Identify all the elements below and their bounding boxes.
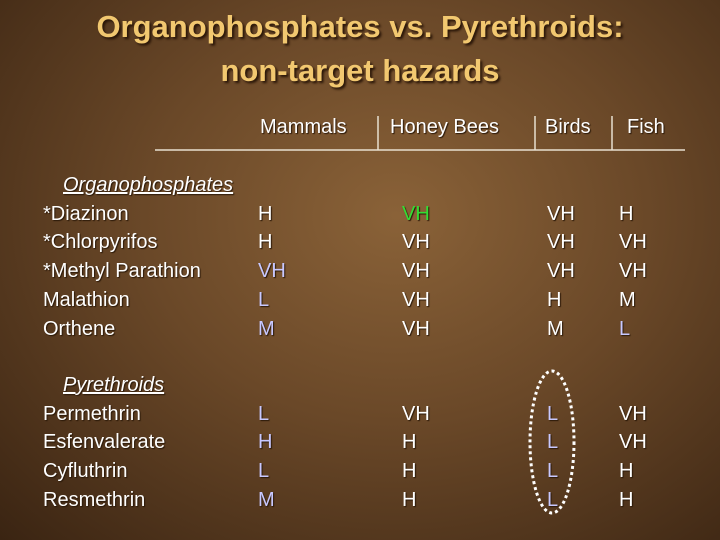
hazard-cell: L: [547, 431, 559, 454]
hazard-cell: L: [258, 402, 270, 425]
hazard-cell: VH: [547, 260, 575, 283]
hazard-cell: VH: [258, 260, 286, 283]
group-label: Organophosphates: [63, 174, 234, 196]
title: Organophosphates vs. Pyrethroids:: [96, 9, 624, 44]
hazard-cell: VH: [402, 260, 430, 283]
hazard-cell: VH: [619, 431, 647, 454]
hazard-cell: L: [547, 488, 559, 511]
hazard-cell: L: [547, 460, 559, 483]
hazard-cell: L: [258, 460, 270, 483]
hazard-cell: M: [619, 288, 636, 311]
row-name: *Chlorpyrifos: [43, 231, 158, 254]
hazard-cell: H: [402, 460, 417, 483]
hazard-cell: H: [258, 231, 273, 254]
row-name: *Diazinon: [43, 202, 129, 225]
column-header: Honey Bees: [390, 116, 499, 138]
hazard-cell: VH: [402, 231, 430, 254]
hazard-cell: M: [547, 317, 564, 340]
hazard-cell: H: [547, 288, 562, 311]
hazard-cell: VH: [402, 317, 430, 340]
row-name: Resmethrin: [43, 488, 146, 511]
hazard-cell: VH: [547, 231, 575, 254]
title: non-target hazards: [220, 53, 500, 88]
highlight-oval: [528, 369, 576, 515]
hazard-cell: H: [402, 488, 417, 511]
hazard-cell: M: [258, 488, 275, 511]
hazard-cell: H: [258, 202, 273, 225]
hazard-cell: L: [547, 402, 559, 425]
hazard-cell: VH: [619, 402, 647, 425]
row-name: *Methyl Parathion: [43, 260, 201, 283]
row-name: Orthene: [43, 317, 116, 340]
row-name: Cyfluthrin: [43, 460, 128, 483]
hazard-cell: H: [619, 488, 634, 511]
hazard-cell: H: [402, 431, 417, 454]
column-header: Birds: [545, 116, 591, 138]
hazard-cell: H: [258, 431, 273, 454]
hazard-cell: VH: [402, 288, 430, 311]
hazard-cell: L: [619, 317, 631, 340]
row-name: Esfenvalerate: [43, 431, 166, 454]
hazard-cell: M: [258, 317, 275, 340]
hazard-cell: H: [619, 202, 634, 225]
hazard-cell: VH: [619, 260, 647, 283]
hazard-cell: VH: [402, 202, 430, 225]
hazard-cell: VH: [402, 402, 430, 425]
row-name: Malathion: [43, 288, 130, 311]
hazard-cell: VH: [619, 231, 647, 254]
hazard-cell: H: [619, 460, 634, 483]
hazard-cell: VH: [547, 202, 575, 225]
hazard-cell: L: [258, 288, 270, 311]
column-header: Mammals: [260, 116, 347, 138]
column-header: Fish: [627, 116, 665, 138]
group-label: Pyrethroids: [63, 374, 165, 396]
row-name: Permethrin: [43, 402, 141, 425]
